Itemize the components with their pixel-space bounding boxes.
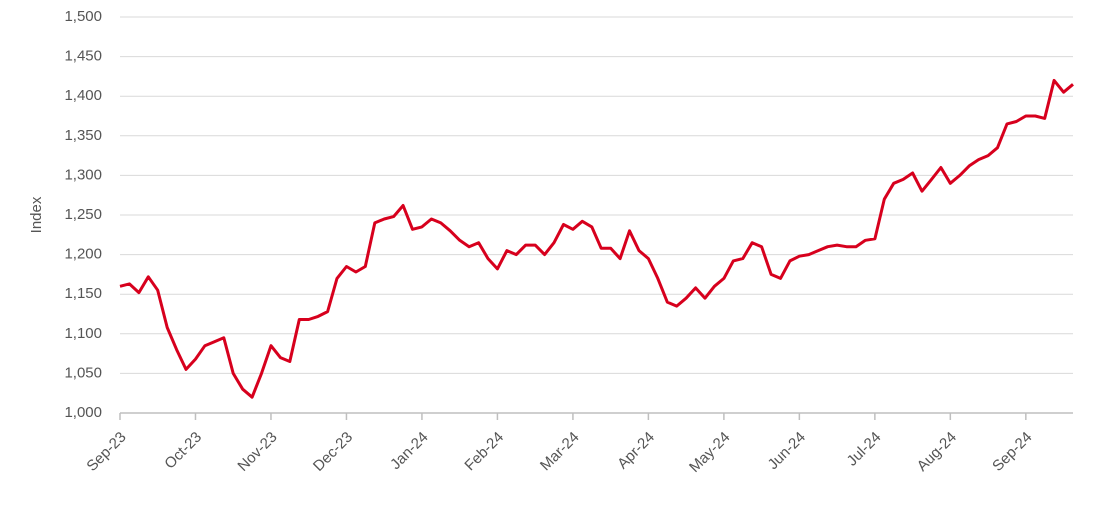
- y-tick-label: 1,100: [64, 325, 102, 342]
- x-tick-label: Sep-24: [989, 429, 1035, 475]
- x-tick-label: Apr-24: [614, 429, 658, 473]
- x-tick-label: Jan-24: [387, 429, 431, 473]
- x-tick-label: Nov-23: [234, 429, 280, 475]
- y-tick-label: 1,000: [64, 404, 102, 421]
- x-tick-label: Oct-23: [161, 429, 205, 473]
- x-tick-label: Dec-23: [310, 429, 356, 475]
- x-tick-label: Feb-24: [461, 429, 507, 475]
- y-tick-label: 1,450: [64, 48, 102, 65]
- y-tick-label: 1,250: [64, 206, 102, 223]
- y-tick-label: 1,500: [64, 8, 102, 25]
- x-tick-label: Aug-24: [914, 429, 960, 475]
- y-axis-label: Index: [28, 196, 45, 233]
- line: [119, 78, 1074, 399]
- y-tick-label: 1,150: [64, 285, 102, 302]
- x-tick-label: Jul-24: [844, 429, 885, 470]
- y-tick-label: 1,300: [64, 166, 102, 183]
- y-tick-label: 1,200: [64, 246, 102, 263]
- y-tick-label: 1,050: [64, 364, 102, 381]
- y-tick-label: 1,400: [64, 87, 102, 104]
- x-tick-label: Sep-23: [83, 429, 129, 475]
- y-tick-label: 1,350: [64, 127, 102, 144]
- x-tick-label: Mar-24: [537, 429, 583, 475]
- x-tick-label: May-24: [686, 429, 733, 476]
- x-tick-label: Jun-24: [765, 429, 809, 473]
